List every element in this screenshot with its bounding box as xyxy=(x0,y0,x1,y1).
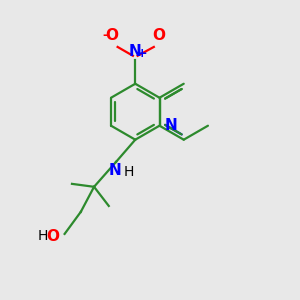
Text: H: H xyxy=(124,165,134,179)
Text: O: O xyxy=(152,28,165,43)
Text: H: H xyxy=(38,229,48,243)
Text: N: N xyxy=(165,118,178,133)
Text: N: N xyxy=(108,163,121,178)
Text: -: - xyxy=(102,29,107,42)
Text: O: O xyxy=(46,229,59,244)
Text: +: + xyxy=(136,47,147,60)
Text: O: O xyxy=(105,28,118,43)
Text: N: N xyxy=(129,44,142,59)
